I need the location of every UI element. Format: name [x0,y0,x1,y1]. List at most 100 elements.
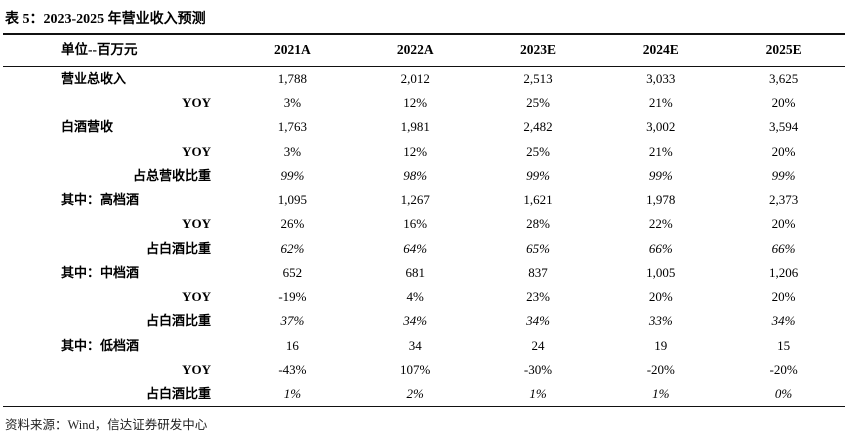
table-cell: 24 [531,337,545,353]
table-row: YOY 3% 12% 25% 21% 20% [3,91,845,115]
table-cell: 15 [777,337,791,353]
table-cell: 3% [283,143,302,159]
table-cell: 107% [400,361,431,377]
year-column-header: 2022A [353,35,477,67]
table-cell: 26% [280,216,305,232]
table-cell: 837 [528,264,548,280]
table-cell: 3,002 [646,119,676,135]
table-cell: -30% [523,361,553,377]
table-row: YOY -19% 4% 23% 20% 20% [3,285,845,309]
table-cell: -19% [278,289,307,305]
table-cell: 1,206 [768,264,799,280]
table-cell: 1,981 [400,119,430,135]
table-cell: 1,788 [277,70,308,86]
table-cell: -43% [278,361,307,377]
table-cell: 99% [771,167,796,183]
row-label: 占白酒比重 [145,313,211,329]
table-cell: 22% [648,216,673,232]
table-cell: 1,095 [277,192,308,208]
table-cell: 66% [771,240,796,256]
table-title: 表 5：2023-2025 年营业收入预测 [3,6,845,35]
table-row: 其中：中档酒 652 681 837 1,005 1,206 [3,261,845,285]
table-row: YOY 3% 12% 25% 21% 20% [3,140,845,164]
table-cell: 2,513 [523,70,553,86]
table-body: 营业总收入 1,788 2,012 2,513 3,033 3,625 YOY 3% 12% 25… [3,66,845,407]
row-label: 白酒营收 [61,119,114,135]
row-label: 其中：低档酒 [61,337,140,353]
table-cell: -20% [646,361,675,377]
row-label: 营业总收入 [61,70,127,86]
table-cell: 34% [771,313,796,329]
table-cell: 2,482 [523,119,553,135]
year-column-header: 2021A [231,35,354,67]
table-cell: 652 [282,264,303,280]
table-cell: 34% [526,313,550,329]
table-cell: 99% [526,167,550,183]
table-row: YOY 26% 16% 28% 22% 20% [3,212,845,236]
row-label: YOY [182,289,211,305]
row-label: 其中：高档酒 [61,192,140,208]
row-label: YOY [182,361,211,377]
year-column-header: 2025E [722,35,845,67]
table-cell: 99% [648,167,673,183]
revenue-forecast-table: 单位--百万元 2021A 2022A 2023E 2024E 2025E 营业总收入 1,… [3,35,845,408]
table-cell: 12% [403,143,428,159]
year-column-header: 2023E [476,35,600,67]
table-cell: 21% [648,143,673,159]
table-cell: 23% [526,289,550,305]
year-column-header: 2024E [599,35,723,67]
table-cell: 1,978 [646,192,676,208]
table-cell: 65% [526,240,550,256]
table-row: 占总营收比重 99% 98% 99% 99% 99% [3,164,845,188]
table-cell: 37% [280,313,305,329]
source-note: 资料来源：Wind，信达证券研发中心 [5,418,208,433]
table-cell: 28% [526,216,550,232]
table-cell: 12% [403,95,428,111]
table-cell: 1% [283,386,302,402]
table-cell: 20% [771,143,796,159]
table-cell: 99% [280,167,305,183]
table-cell: 20% [648,289,673,305]
table-cell: 62% [280,240,305,256]
table-cell: 98% [403,167,428,183]
header-row: 单位--百万元 2021A 2022A 2023E 2024E 2025E [3,35,845,67]
table-cell: 0% [774,386,793,402]
row-label: 占白酒比重 [145,386,211,402]
table-cell: 16% [403,216,428,232]
table-cell: 3,594 [768,119,799,135]
table-cell: 16 [285,337,299,353]
table-row: 占白酒比重 37% 34% 34% 33% 34% [3,309,845,333]
row-label: YOY [182,95,211,111]
table-row: 营业总收入 1,788 2,012 2,513 3,033 3,625 [3,66,845,91]
row-label: YOY [182,216,211,232]
row-label: 其中：中档酒 [61,264,140,280]
row-label: 占总营收比重 [132,167,211,183]
row-label: YOY [182,143,211,159]
table-cell: 21% [648,95,673,111]
table-row: 占白酒比重 62% 64% 65% 66% 66% [3,237,845,261]
table-row: 其中：低档酒 16 34 24 19 15 [3,334,845,358]
table-cell: 66% [648,240,673,256]
table-cell: 2% [406,386,424,402]
table-header: 单位--百万元 2021A 2022A 2023E 2024E 2025E [3,35,845,67]
table-row: 占白酒比重 1% 2% 1% 1% 0% [3,382,845,407]
table-cell: 681 [405,264,425,280]
table-cell: 1% [652,386,670,402]
table-cell: 1,763 [277,119,308,135]
table-cell: 1,005 [646,264,676,280]
table-cell: 2,373 [768,192,799,208]
table-cell: 1,621 [523,192,553,208]
table-cell: -20% [769,361,798,377]
table-cell: 1,267 [400,192,430,208]
table-cell: 33% [648,313,673,329]
table-cell: 25% [526,95,550,111]
table-cell: 2,012 [400,70,430,86]
table-cell: 20% [771,289,796,305]
unit-column-header: 单位--百万元 [3,35,231,67]
table-cell: 20% [771,216,796,232]
table-cell: 3,625 [768,70,799,86]
table-row: 白酒营收 1,763 1,981 2,482 3,002 3,594 [3,115,845,139]
table-cell: 25% [526,143,550,159]
table-cell: 4% [406,289,424,305]
